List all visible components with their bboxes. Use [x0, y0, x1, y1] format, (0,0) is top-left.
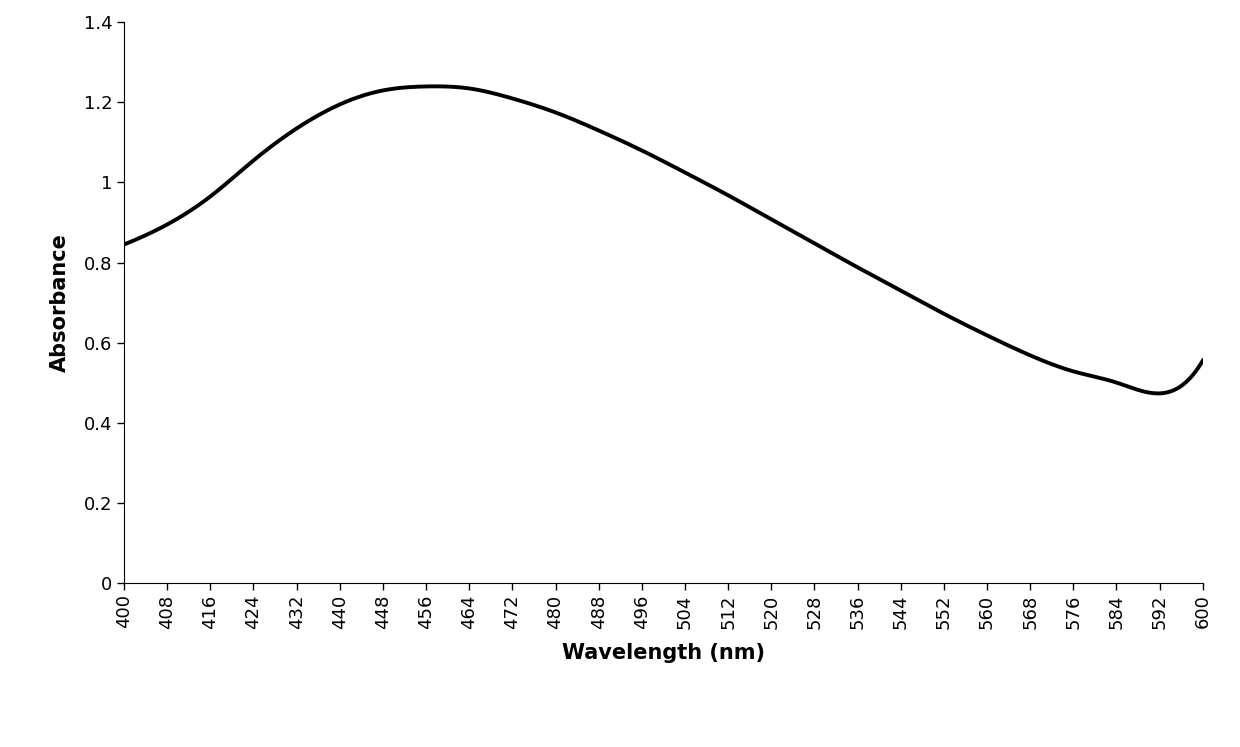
Y-axis label: Absorbance: Absorbance: [50, 233, 69, 372]
X-axis label: Wavelength (nm): Wavelength (nm): [562, 643, 765, 663]
